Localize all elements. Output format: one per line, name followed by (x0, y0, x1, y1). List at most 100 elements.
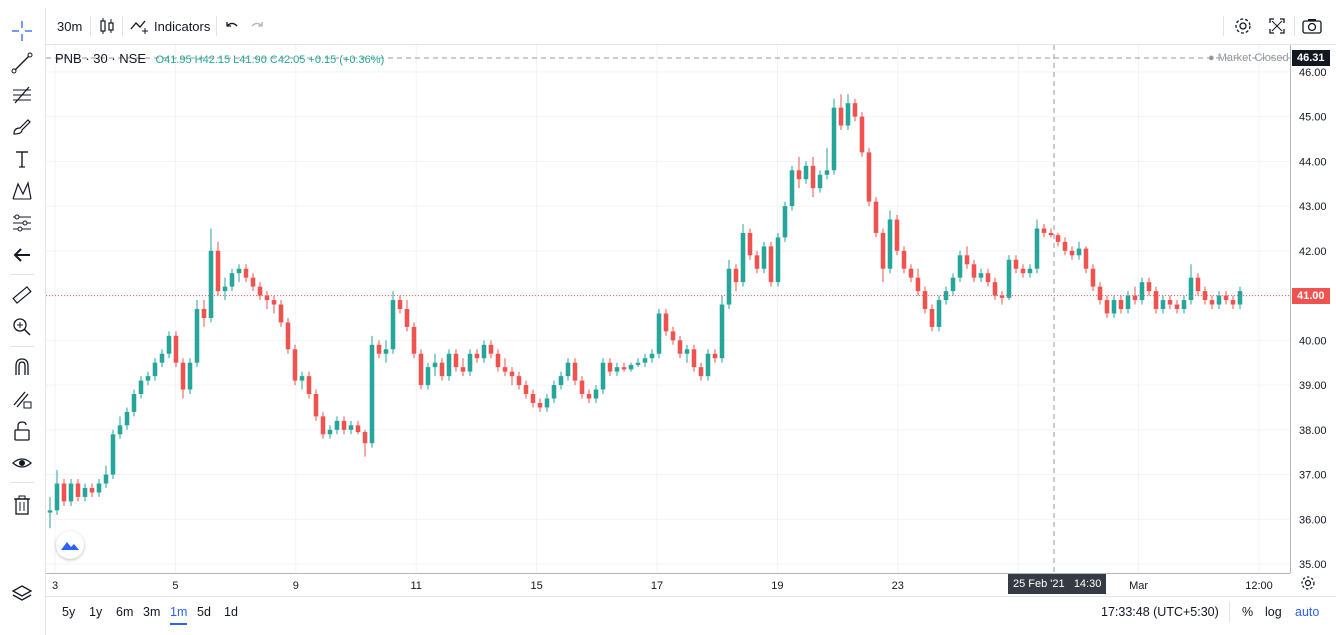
object-tree[interactable] (9, 581, 35, 607)
layers-icon (11, 585, 33, 601)
interval-button[interactable]: 30m (57, 8, 82, 44)
candle-body (117, 425, 123, 435)
candle-style-button[interactable] (99, 8, 115, 44)
candle (124, 407, 130, 430)
price-axis[interactable]: 46.00 45.00 44.00 43.00 42.00 41.00 40.00 39.00… (1290, 45, 1336, 573)
range-1d[interactable]: 1d (224, 605, 238, 619)
candle (516, 371, 522, 390)
candle (845, 94, 851, 131)
candle (761, 241, 767, 274)
candle-body (593, 389, 599, 399)
time-tick-label: 17 (651, 580, 663, 592)
candle-body (75, 483, 81, 497)
candle (558, 371, 564, 390)
toolbar-divider (1223, 16, 1224, 36)
candle-body (677, 340, 683, 354)
chart-pane[interactable] (46, 45, 1290, 573)
crosshair-price-tag: 46.31 (1292, 49, 1330, 66)
range-1m[interactable]: 1m (170, 597, 188, 625)
candle (1139, 277, 1145, 305)
candle-body (488, 344, 494, 354)
candle (866, 147, 872, 207)
candle (460, 358, 466, 377)
candle (635, 358, 641, 368)
measure-tool[interactable] (9, 282, 35, 308)
candle (768, 241, 774, 287)
auto-toggle[interactable]: auto (1295, 597, 1319, 627)
candle-body (453, 353, 459, 368)
candle (250, 273, 256, 292)
candle-body (54, 483, 60, 511)
candle (726, 259, 732, 309)
candle (264, 291, 270, 309)
redo-icon (251, 22, 263, 27)
range-3m[interactable]: 3m (143, 605, 161, 619)
magnet-tool[interactable] (9, 354, 35, 380)
candle (712, 349, 718, 363)
crosshair-time: 14:30 (1073, 578, 1102, 590)
indicators-icon (130, 20, 148, 34)
candle (201, 300, 207, 327)
candle-body (278, 304, 284, 323)
remove-drawings[interactable] (9, 492, 35, 518)
chart-logo-button[interactable] (56, 531, 84, 559)
candle-body (173, 335, 179, 363)
candle-body (68, 483, 74, 502)
redo-button[interactable] (249, 8, 265, 44)
range-1y[interactable]: 1y (89, 605, 103, 619)
brush-tool[interactable] (9, 114, 35, 140)
candle (152, 358, 158, 381)
candle (831, 98, 837, 175)
crosshair-tool[interactable] (9, 18, 35, 44)
candle-body (600, 362, 606, 390)
candle (257, 282, 263, 301)
range-5d[interactable]: 5d (197, 605, 211, 619)
camera-icon (1302, 19, 1322, 34)
range-5y[interactable]: 5y (62, 605, 76, 619)
percent-toggle[interactable]: % (1242, 597, 1253, 627)
axis-settings-button[interactable] (1300, 575, 1316, 596)
candle (957, 250, 963, 283)
candle-body (334, 420, 340, 430)
candle-body (894, 219, 900, 251)
price-tick-label: 45.00 (1299, 112, 1327, 124)
candle-body (1090, 268, 1096, 287)
candle-body (1125, 295, 1131, 309)
range-6m[interactable]: 6m (116, 605, 134, 619)
undo-button[interactable] (224, 8, 240, 44)
candlestick-chart (46, 45, 1290, 573)
hide-drawings[interactable] (9, 450, 35, 476)
fullscreen-button[interactable] (1269, 8, 1285, 44)
text-tool[interactable] (9, 146, 35, 172)
stay-in-drawing-mode[interactable] (9, 386, 35, 412)
candle-body (586, 394, 592, 399)
candle-body (873, 201, 879, 233)
candle-body (705, 353, 711, 377)
settings-button[interactable] (1234, 8, 1252, 44)
indicators-button[interactable]: Indicators (130, 8, 210, 44)
forecast-tool[interactable] (9, 210, 35, 236)
time-axis[interactable]: 359111517192325Mar12:00 25 Feb '21 14:30 (46, 573, 1290, 596)
candle (964, 246, 970, 269)
pattern-tool[interactable] (9, 178, 35, 204)
candle-body (390, 300, 396, 350)
interval-label: 30m (57, 18, 83, 34)
hide-toolbar-button[interactable] (9, 242, 35, 268)
candle-body (96, 483, 102, 493)
candle-body (369, 344, 375, 444)
symbol-name[interactable]: PNB · 30 · NSE (55, 51, 147, 66)
clock[interactable]: 17:33:48 (UTC+5:30) (1101, 597, 1219, 627)
zoom-tool[interactable] (9, 314, 35, 340)
lock-all-drawings[interactable] (9, 418, 35, 444)
candle-body (1034, 228, 1040, 269)
log-toggle[interactable]: log (1265, 597, 1282, 627)
candle (1237, 286, 1243, 309)
candle-body (341, 420, 347, 430)
trend-line-tool[interactable] (9, 50, 35, 76)
snapshot-button[interactable] (1302, 8, 1322, 44)
candle-body (362, 432, 368, 444)
candle-body (796, 170, 802, 180)
fib-tool[interactable] (9, 82, 35, 108)
time-tick-label: 19 (771, 580, 783, 592)
candle (390, 291, 396, 354)
